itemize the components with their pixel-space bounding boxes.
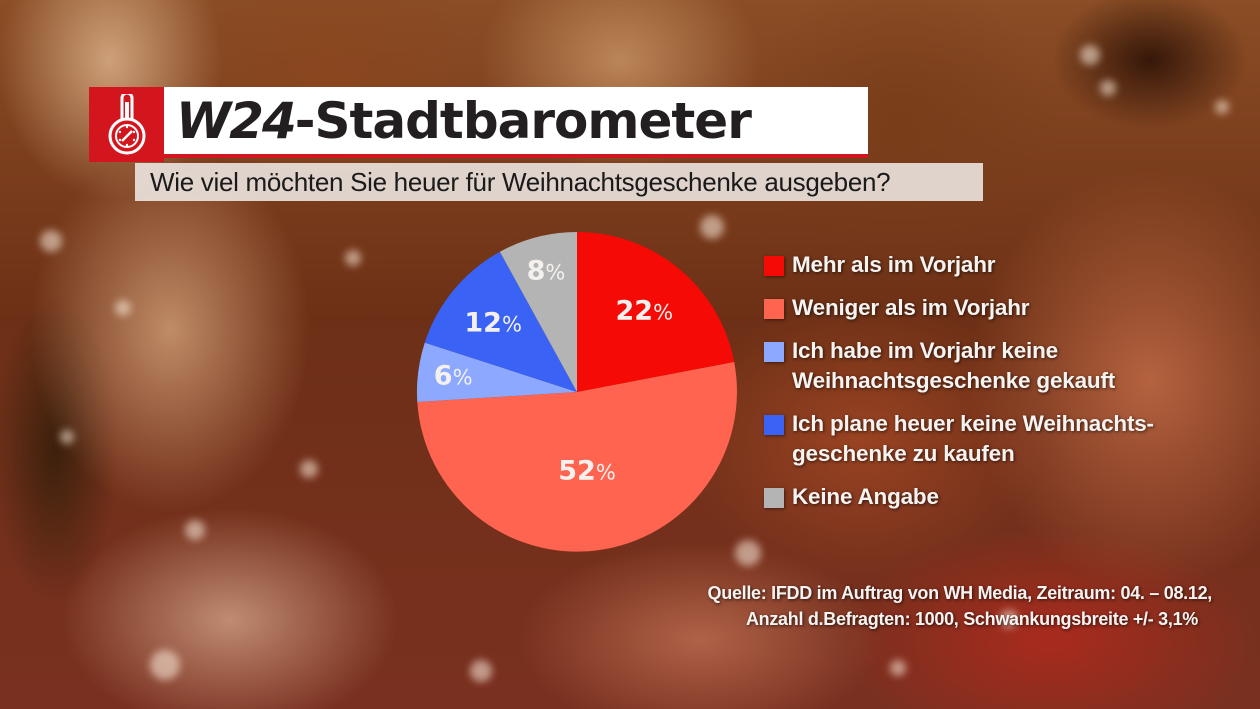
thermometer-gauge-icon [108,93,145,154]
legend-label: Keine Angabe [792,484,939,509]
legend-item: Ich habe im Vorjahr keine Weihnachtsgesch… [764,336,1244,396]
legend-swatch-icon [764,488,784,508]
legend-swatch-icon [764,342,784,362]
pie-data-label: 22% [615,295,674,327]
survey-question: Wie viel möchten Sie heuer für Weihnacht… [150,166,891,197]
legend-swatch-icon [764,299,784,319]
brand-w24: W24 [176,91,297,150]
legend-swatch-icon [764,256,784,276]
legend-label: Ich habe im Vorjahr keine Weihnachtsgesch… [792,338,1116,393]
pie-data-label: 52% [558,455,616,487]
legend-label: Weniger als im Vorjahr [792,295,1030,320]
legend-item: Ich plane heuer keine Weihnachts-geschen… [764,409,1244,469]
source-line-1: Quelle: IFDD im Auftrag von WH Media, Ze… [707,583,1213,603]
chart-legend: Mehr als im Vorjahr Weniger als im Vorjah… [764,250,1244,525]
pie-data-label: 6% [433,360,473,392]
pie-data-label: 8% [526,255,566,287]
legend-item: Keine Angabe [764,482,1244,512]
legend-label: Ich plane heuer keine Weihnachts-geschen… [792,411,1154,466]
legend-label: Mehr als im Vorjahr [792,252,996,277]
pie-data-label: 12% [464,307,522,339]
question-bar: Wie viel möchten Sie heuer für Weihnacht… [135,163,983,201]
title-text: -Stadtbarometer [294,91,752,150]
barometer-logo [89,87,164,162]
source-note: Quelle: IFDD im Auftrag von WH Media, Ze… [707,580,1213,632]
legend-item: Weniger als im Vorjahr [764,293,1244,323]
source-line-2: Anzahl d.Befragten: 1000, Schwankungsbre… [745,609,1198,629]
legend-item: Mehr als im Vorjahr [764,250,1244,280]
legend-swatch-icon [764,415,784,435]
page-title: W24 -Stadtbarometer [164,87,868,158]
